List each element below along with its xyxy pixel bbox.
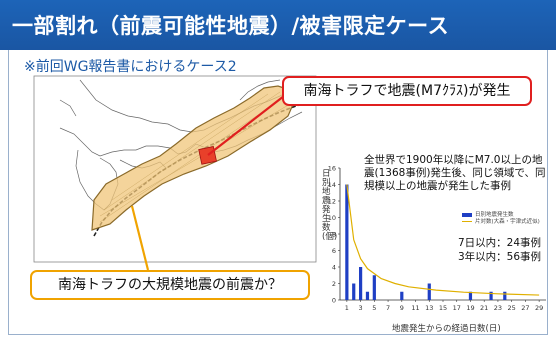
chart-description: 全世界で1900年以降にM7.0以上の地震(1368事例)発生後、同じ領域で、同… [364, 154, 546, 192]
y-tick-label: 0 [332, 297, 336, 305]
y-tick-label: 16 [328, 165, 336, 173]
chart-y-axis-label: 日別地震発生数(個) [322, 169, 338, 242]
y-tick-label: 10 [328, 214, 336, 222]
count-within-7-days: 7日以内：24事例 [458, 237, 542, 249]
legend-label-fit: 片対数(大森・宇津式近似) [475, 219, 540, 225]
event-connector-line [207, 95, 285, 156]
x-tick-label: 25 [508, 304, 516, 312]
legend-item-bars: 日別地震発生数 [462, 212, 540, 219]
event-callout: 南海トラフで地震(M7ｸﾗｽ)が発生 [282, 76, 532, 106]
x-tick-label: 27 [521, 304, 529, 312]
nankai-trough-region [91, 85, 295, 231]
chart-bar [359, 267, 363, 300]
question-callout: 南海トラフの大規模地震の前震か？ [30, 270, 310, 300]
chart-bars [345, 184, 507, 300]
question-connector-line [130, 205, 150, 271]
chart-bar [372, 275, 376, 300]
y-tick-label: 4 [332, 264, 336, 272]
chart-bar [489, 291, 493, 300]
x-tick-label: 9 [400, 304, 404, 312]
count-within-3-years: 3年以内：56事例 [458, 251, 542, 263]
x-tick-label: 13 [425, 304, 433, 312]
slide-frame [8, 50, 548, 335]
x-tick-label: 29 [535, 304, 543, 312]
chart-bar [468, 291, 473, 300]
y-tick-label: 14 [328, 181, 336, 189]
y-tick-label: 12 [328, 198, 336, 206]
slide-subtitle: ※前回WG報告書におけるケース2 [24, 59, 237, 75]
x-tick-label: 19 [466, 304, 474, 312]
chart-x-axis-label: 地震発生からの経過日数(日) [392, 324, 501, 334]
x-tick-label: 11 [411, 304, 419, 312]
x-tick-label: 17 [453, 304, 461, 312]
chart-bar [503, 291, 507, 300]
chart-counts: 7日以内：24事例 3年以内：56事例 [458, 236, 541, 264]
chart-legend: 日別地震発生数 片対数(大森・宇津式近似) [462, 212, 540, 226]
title-bar: 一部割れ（前震可能性地震）/被害限定ケース [0, 0, 556, 50]
chart-bar [365, 291, 370, 300]
y-tick-label: 6 [332, 247, 336, 255]
chart-bar [400, 291, 404, 300]
chart-bar [427, 283, 431, 300]
region-hatch [99, 91, 291, 223]
y-tick-label: 8 [332, 231, 336, 239]
chart-bar [352, 283, 356, 300]
legend-swatch-bars [462, 212, 472, 217]
x-tick-label: 7 [386, 304, 390, 312]
legend-swatch-fit [462, 220, 472, 223]
chart-fit-curve [346, 184, 540, 296]
y-tick-label: 2 [332, 280, 336, 288]
x-tick-label: 21 [480, 304, 488, 312]
slide-title: 一部割れ（前震可能性地震）/被害限定ケース [12, 14, 450, 38]
fit-curve-line [346, 184, 540, 296]
x-tick-label: 5 [372, 304, 376, 312]
legend-label-bars: 日別地震発生数 [475, 212, 514, 218]
x-tick-label: 1 [345, 304, 349, 312]
x-tick-label: 15 [439, 304, 447, 312]
chart-bar [345, 184, 349, 300]
x-tick-label: 3 [359, 304, 363, 312]
x-tick-label: 23 [494, 304, 502, 312]
legend-item-fit: 片対数(大森・宇津式近似) [462, 219, 540, 226]
